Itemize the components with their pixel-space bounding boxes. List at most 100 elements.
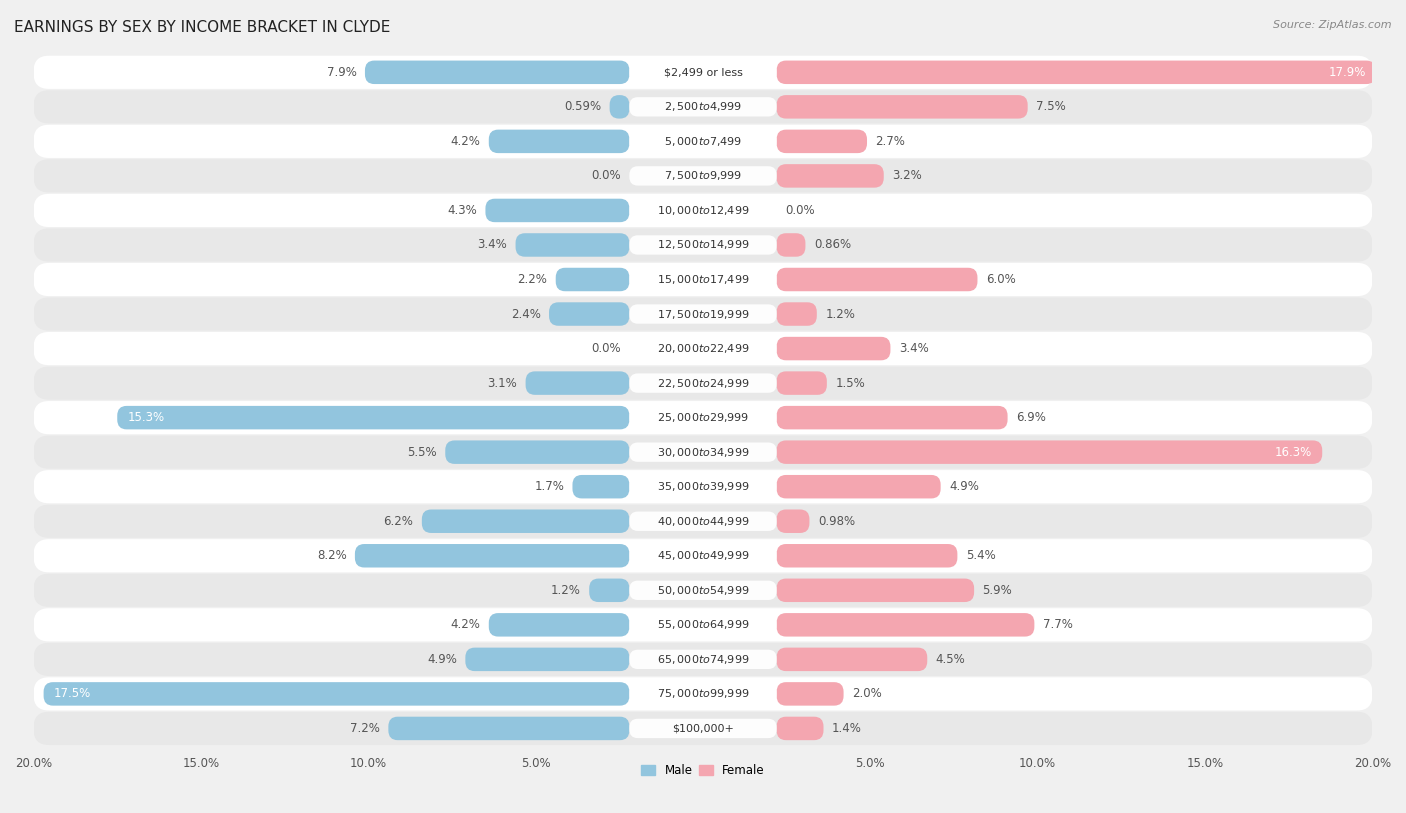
FancyBboxPatch shape	[630, 339, 776, 359]
Text: $12,500 to $14,999: $12,500 to $14,999	[657, 238, 749, 251]
FancyBboxPatch shape	[776, 613, 1035, 637]
FancyBboxPatch shape	[34, 505, 1372, 538]
Text: 4.9%: 4.9%	[949, 480, 979, 493]
FancyBboxPatch shape	[630, 650, 776, 669]
Text: 4.2%: 4.2%	[450, 619, 481, 632]
Text: 1.2%: 1.2%	[551, 584, 581, 597]
Text: 1.7%: 1.7%	[534, 480, 564, 493]
Text: 3.4%: 3.4%	[478, 238, 508, 251]
FancyBboxPatch shape	[630, 442, 776, 462]
FancyBboxPatch shape	[630, 546, 776, 565]
Text: $100,000+: $100,000+	[672, 724, 734, 733]
FancyBboxPatch shape	[630, 132, 776, 151]
Text: 0.0%: 0.0%	[785, 204, 814, 217]
Text: 2.0%: 2.0%	[852, 688, 882, 700]
Text: $7,500 to $9,999: $7,500 to $9,999	[664, 169, 742, 182]
FancyBboxPatch shape	[776, 233, 806, 257]
Text: $10,000 to $12,499: $10,000 to $12,499	[657, 204, 749, 217]
FancyBboxPatch shape	[34, 298, 1372, 331]
FancyBboxPatch shape	[630, 580, 776, 600]
FancyBboxPatch shape	[776, 406, 1008, 429]
Text: 15.3%: 15.3%	[128, 411, 165, 424]
FancyBboxPatch shape	[630, 477, 776, 497]
Text: 0.86%: 0.86%	[814, 238, 851, 251]
Text: 5.5%: 5.5%	[408, 446, 437, 459]
Text: 4.9%: 4.9%	[427, 653, 457, 666]
Text: 0.0%: 0.0%	[592, 342, 621, 355]
FancyBboxPatch shape	[34, 228, 1372, 262]
FancyBboxPatch shape	[589, 579, 630, 602]
Text: 6.2%: 6.2%	[384, 515, 413, 528]
FancyBboxPatch shape	[465, 648, 630, 671]
FancyBboxPatch shape	[117, 406, 630, 429]
Text: 4.2%: 4.2%	[450, 135, 481, 148]
Text: 5.9%: 5.9%	[983, 584, 1012, 597]
Text: $15,000 to $17,499: $15,000 to $17,499	[657, 273, 749, 286]
FancyBboxPatch shape	[776, 579, 974, 602]
Text: EARNINGS BY SEX BY INCOME BRACKET IN CLYDE: EARNINGS BY SEX BY INCOME BRACKET IN CLY…	[14, 20, 391, 35]
Text: 2.4%: 2.4%	[510, 307, 541, 320]
FancyBboxPatch shape	[489, 613, 630, 637]
FancyBboxPatch shape	[630, 201, 776, 220]
Text: $65,000 to $74,999: $65,000 to $74,999	[657, 653, 749, 666]
Text: Source: ZipAtlas.com: Source: ZipAtlas.com	[1274, 20, 1392, 30]
Text: 6.9%: 6.9%	[1017, 411, 1046, 424]
Text: $45,000 to $49,999: $45,000 to $49,999	[657, 550, 749, 563]
Text: 0.0%: 0.0%	[592, 169, 621, 182]
FancyBboxPatch shape	[34, 193, 1372, 227]
FancyBboxPatch shape	[555, 267, 630, 291]
FancyBboxPatch shape	[776, 544, 957, 567]
Text: 17.5%: 17.5%	[53, 688, 91, 700]
FancyBboxPatch shape	[776, 475, 941, 498]
FancyBboxPatch shape	[776, 267, 977, 291]
FancyBboxPatch shape	[776, 648, 928, 671]
FancyBboxPatch shape	[630, 373, 776, 393]
FancyBboxPatch shape	[34, 401, 1372, 434]
Text: 1.5%: 1.5%	[835, 376, 865, 389]
FancyBboxPatch shape	[776, 129, 868, 153]
Text: $5,000 to $7,499: $5,000 to $7,499	[664, 135, 742, 148]
FancyBboxPatch shape	[630, 270, 776, 289]
Text: 7.5%: 7.5%	[1036, 100, 1066, 113]
Text: 1.4%: 1.4%	[832, 722, 862, 735]
FancyBboxPatch shape	[776, 337, 890, 360]
FancyBboxPatch shape	[776, 682, 844, 706]
FancyBboxPatch shape	[776, 95, 1028, 119]
Text: 0.59%: 0.59%	[564, 100, 602, 113]
Text: 7.7%: 7.7%	[1043, 619, 1073, 632]
FancyBboxPatch shape	[34, 712, 1372, 745]
Text: 7.2%: 7.2%	[350, 722, 380, 735]
FancyBboxPatch shape	[630, 719, 776, 738]
FancyBboxPatch shape	[630, 685, 776, 703]
FancyBboxPatch shape	[422, 510, 630, 533]
Text: 17.9%: 17.9%	[1329, 66, 1365, 79]
FancyBboxPatch shape	[485, 198, 630, 222]
FancyBboxPatch shape	[34, 643, 1372, 676]
FancyBboxPatch shape	[630, 166, 776, 185]
FancyBboxPatch shape	[572, 475, 630, 498]
Text: 0.98%: 0.98%	[818, 515, 855, 528]
Text: 2.2%: 2.2%	[517, 273, 547, 286]
FancyBboxPatch shape	[34, 367, 1372, 400]
FancyBboxPatch shape	[776, 717, 824, 740]
FancyBboxPatch shape	[776, 60, 1376, 84]
FancyBboxPatch shape	[34, 539, 1372, 572]
FancyBboxPatch shape	[630, 615, 776, 634]
FancyBboxPatch shape	[776, 302, 817, 326]
Text: $50,000 to $54,999: $50,000 to $54,999	[657, 584, 749, 597]
Text: $30,000 to $34,999: $30,000 to $34,999	[657, 446, 749, 459]
FancyBboxPatch shape	[34, 436, 1372, 469]
Text: 5.4%: 5.4%	[966, 550, 995, 563]
Text: 16.3%: 16.3%	[1275, 446, 1312, 459]
Text: $55,000 to $64,999: $55,000 to $64,999	[657, 619, 749, 632]
FancyBboxPatch shape	[610, 95, 630, 119]
FancyBboxPatch shape	[34, 56, 1372, 89]
FancyBboxPatch shape	[34, 124, 1372, 158]
FancyBboxPatch shape	[34, 574, 1372, 606]
FancyBboxPatch shape	[354, 544, 630, 567]
FancyBboxPatch shape	[548, 302, 630, 326]
Text: 4.5%: 4.5%	[935, 653, 966, 666]
FancyBboxPatch shape	[34, 470, 1372, 503]
Text: $75,000 to $99,999: $75,000 to $99,999	[657, 688, 749, 700]
FancyBboxPatch shape	[776, 164, 884, 188]
